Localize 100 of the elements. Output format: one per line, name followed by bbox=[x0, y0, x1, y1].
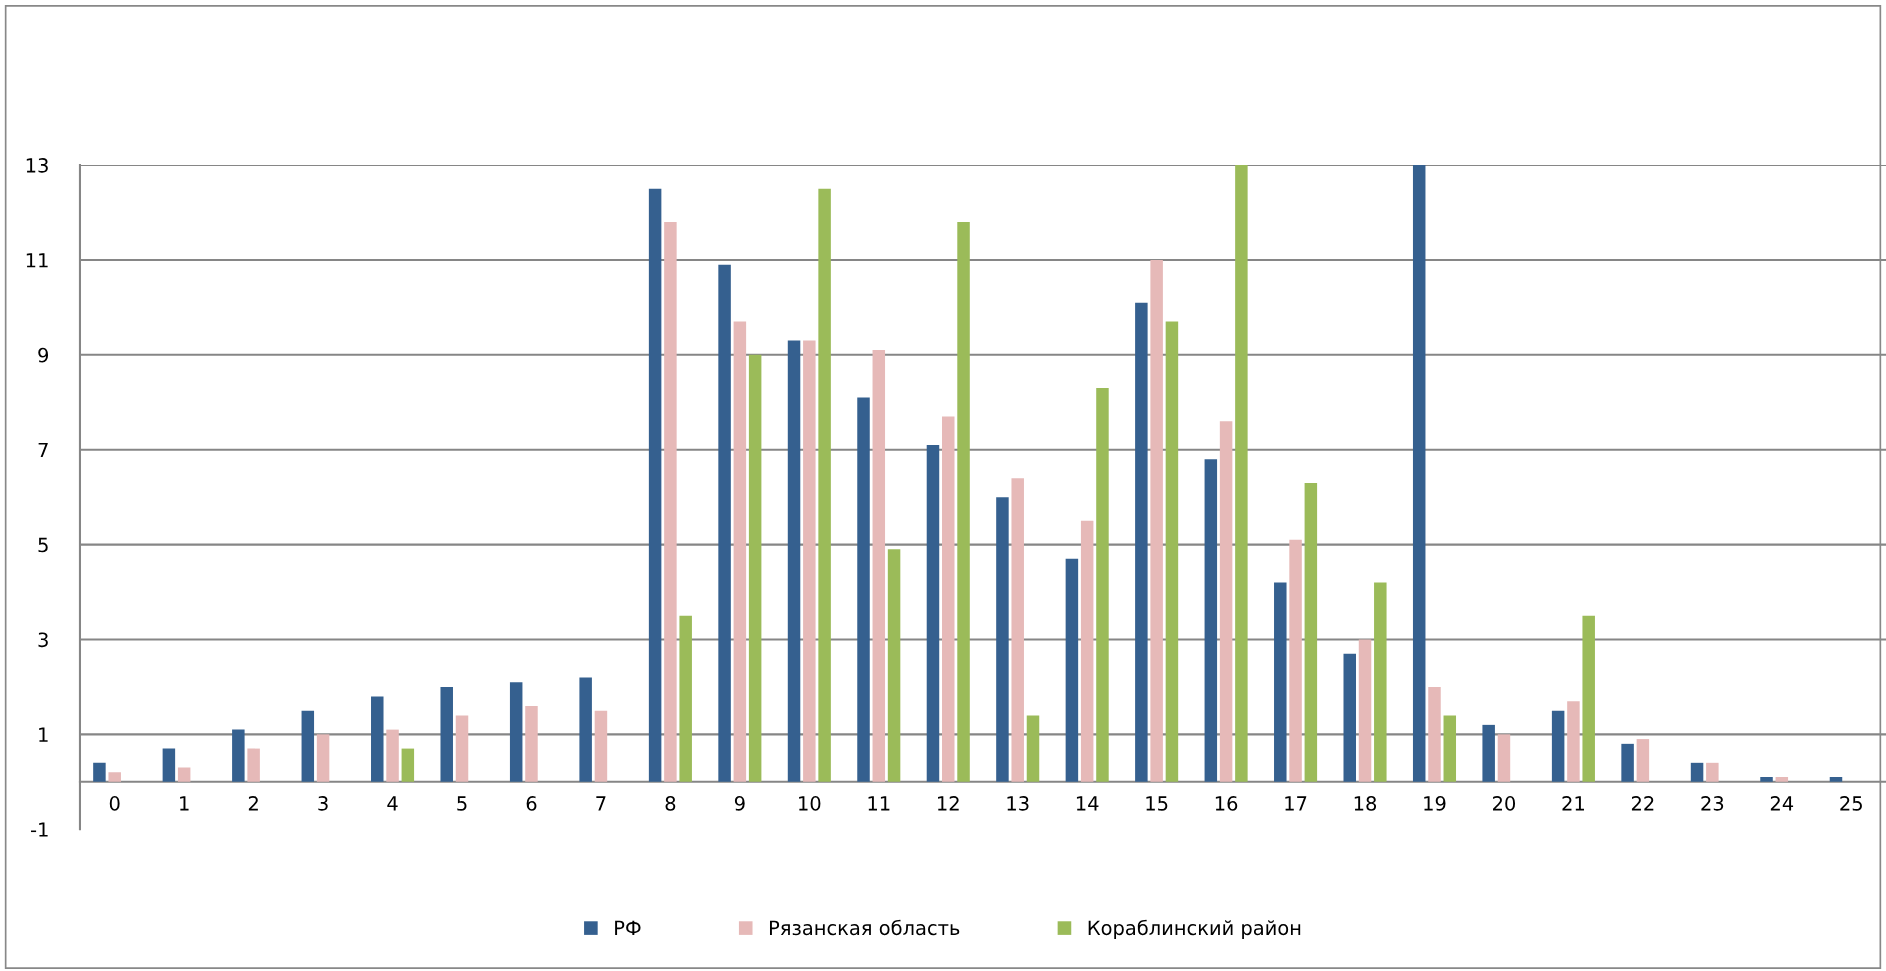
bar bbox=[1289, 539, 1302, 782]
x-tick-label: 21 bbox=[1562, 796, 1584, 811]
x-tick-label: 3 bbox=[318, 796, 328, 811]
bar bbox=[509, 682, 523, 782]
bar bbox=[1374, 582, 1387, 782]
x-tick-label: 22 bbox=[1631, 796, 1654, 811]
y-tick-label: -1 bbox=[30, 822, 48, 837]
bar bbox=[1026, 715, 1040, 782]
bar bbox=[1135, 302, 1148, 782]
legend-label: РФ bbox=[615, 920, 641, 935]
y-tick-label: 7 bbox=[38, 442, 48, 458]
bar bbox=[872, 350, 886, 782]
x-tick-label: 6 bbox=[526, 796, 537, 811]
bar bbox=[942, 416, 955, 782]
bar bbox=[1582, 615, 1595, 782]
x-tick-label: 24 bbox=[1770, 796, 1794, 811]
x-tick-label: 7 bbox=[596, 796, 606, 811]
x-tick-label: 18 bbox=[1354, 796, 1377, 811]
bar bbox=[232, 729, 245, 782]
bar bbox=[748, 354, 762, 782]
bar bbox=[664, 222, 677, 782]
bar bbox=[525, 705, 538, 782]
bar bbox=[455, 715, 469, 782]
bar bbox=[733, 321, 747, 782]
bar bbox=[1412, 165, 1426, 782]
x-tick-label: 8 bbox=[665, 796, 676, 811]
y-tick-label: 3 bbox=[38, 632, 48, 648]
x-tick-label: 0 bbox=[109, 796, 120, 811]
bar bbox=[1428, 686, 1441, 782]
bar bbox=[1829, 777, 1843, 782]
bar bbox=[803, 340, 816, 782]
legend-label: Кораблинский район bbox=[1088, 919, 1301, 939]
bar bbox=[316, 734, 330, 782]
x-tick-label: 9 bbox=[734, 796, 745, 811]
x-tick-label: 1 bbox=[180, 796, 189, 811]
bar bbox=[1690, 762, 1704, 782]
x-tick-label: 20 bbox=[1493, 796, 1516, 811]
bar bbox=[1165, 321, 1179, 782]
bar bbox=[162, 748, 176, 782]
bar bbox=[401, 748, 415, 782]
bar bbox=[1065, 558, 1079, 782]
bar bbox=[1096, 388, 1109, 782]
x-tick-label: 2 bbox=[248, 796, 258, 811]
y-tick-label: 13 bbox=[26, 158, 48, 173]
bar bbox=[787, 340, 801, 782]
bar bbox=[177, 767, 191, 782]
bar bbox=[301, 710, 315, 782]
x-tick-label: 5 bbox=[457, 796, 467, 811]
bar bbox=[247, 748, 260, 782]
bar bbox=[1567, 701, 1580, 782]
bar bbox=[1150, 259, 1163, 782]
bar bbox=[1443, 715, 1457, 782]
bar bbox=[1219, 421, 1233, 782]
x-tick-label: 10 bbox=[799, 796, 821, 811]
bar bbox=[1482, 724, 1495, 782]
bar bbox=[1706, 762, 1719, 782]
x-tick-label: 4 bbox=[387, 796, 398, 811]
bar bbox=[957, 222, 970, 782]
bar bbox=[1235, 165, 1248, 782]
bar bbox=[93, 762, 106, 782]
bar bbox=[1343, 653, 1356, 782]
bar bbox=[1204, 459, 1218, 782]
bar bbox=[1274, 582, 1287, 782]
bar bbox=[996, 497, 1009, 782]
bar bbox=[887, 549, 901, 782]
x-tick-label: 13 bbox=[1007, 796, 1029, 811]
bar bbox=[1760, 777, 1773, 782]
bar bbox=[1011, 478, 1024, 782]
legend-label: Рязанская область bbox=[769, 919, 960, 936]
bar bbox=[1358, 639, 1372, 782]
x-tick-label: 14 bbox=[1076, 796, 1099, 811]
bar bbox=[108, 772, 121, 782]
bar bbox=[1497, 734, 1511, 782]
y-tick-label: 11 bbox=[26, 253, 48, 268]
y-tick-label: 9 bbox=[38, 347, 49, 363]
bar bbox=[386, 729, 399, 782]
x-tick-label: 16 bbox=[1215, 796, 1238, 811]
y-tick-label: 1 bbox=[39, 727, 48, 742]
bar bbox=[857, 397, 870, 782]
bar bbox=[679, 615, 692, 782]
x-tick-label: 23 bbox=[1701, 796, 1724, 811]
bar bbox=[648, 188, 662, 782]
bar bbox=[1636, 739, 1650, 782]
bar bbox=[818, 188, 831, 782]
bar bbox=[579, 677, 592, 782]
bar bbox=[1304, 482, 1318, 782]
bar bbox=[371, 696, 384, 782]
bar bbox=[926, 444, 940, 782]
x-tick-label: 12 bbox=[938, 796, 959, 811]
bar bbox=[1775, 777, 1789, 782]
x-tick-label: 19 bbox=[1424, 796, 1446, 811]
x-tick-label: 25 bbox=[1840, 796, 1862, 811]
bar bbox=[1551, 710, 1565, 782]
x-tick-label: 15 bbox=[1146, 796, 1168, 811]
y-tick-label: 5 bbox=[38, 537, 48, 553]
bar bbox=[594, 710, 608, 782]
bar bbox=[718, 264, 731, 782]
bar bbox=[1080, 520, 1094, 782]
x-tick-label: 17 bbox=[1285, 796, 1307, 811]
bar bbox=[440, 686, 453, 782]
